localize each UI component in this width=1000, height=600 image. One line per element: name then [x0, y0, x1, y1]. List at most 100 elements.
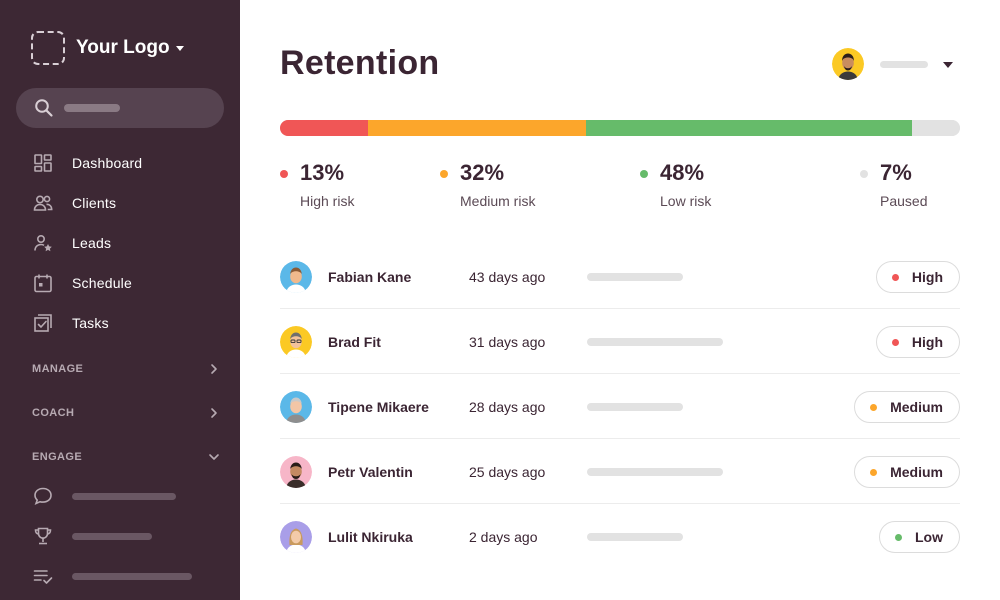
sidebar-item-label: Schedule	[72, 275, 132, 291]
tasks-icon	[34, 314, 52, 332]
person-avatar-icon	[280, 326, 312, 358]
status-dot	[895, 533, 902, 541]
avatar	[280, 456, 312, 488]
person-avatar-icon	[280, 456, 312, 488]
stat-label: Medium risk	[460, 193, 536, 209]
table-row[interactable]: Petr Valentin 25 days ago Medium	[280, 439, 960, 504]
table-row[interactable]: Tipene Mikaere 28 days ago Medium	[280, 374, 960, 439]
stat-label: Paused	[880, 193, 928, 209]
progress-segment	[585, 120, 913, 136]
risk-badge[interactable]: Medium	[854, 391, 960, 423]
dashboard-icon	[34, 154, 52, 172]
risk-label: High	[911, 269, 943, 285]
client-name[interactable]: Brad Fit	[328, 334, 381, 350]
progress-segment	[368, 120, 586, 136]
avatar	[280, 261, 312, 293]
avatar	[832, 48, 864, 80]
risk-label: Medium	[890, 464, 943, 480]
avatar	[280, 521, 312, 553]
chevron-down-icon	[209, 454, 219, 460]
risk-badge[interactable]: Medium	[854, 456, 960, 488]
status-dot	[440, 170, 448, 178]
table-row[interactable]: Brad Fit 31 days ago High	[280, 309, 960, 374]
checklist-icon	[33, 570, 53, 584]
stat-label: Low risk	[660, 193, 712, 209]
sidebar-item-tasks[interactable]: Tasks	[32, 311, 222, 335]
sidebar-item-messages[interactable]	[32, 484, 222, 508]
search-placeholder-bar	[64, 104, 120, 112]
sidebar-item-label: Leads	[72, 235, 112, 251]
status-dot	[870, 468, 878, 476]
placeholder-bar	[587, 533, 683, 541]
client-name[interactable]: Tipene Mikaere	[328, 399, 429, 415]
risk-label: Low	[915, 529, 943, 545]
risk-badge[interactable]: High	[875, 326, 960, 358]
person-avatar-icon	[280, 521, 312, 553]
logo-text: Your Logo	[76, 37, 170, 58]
placeholder-bar	[587, 273, 683, 281]
section-label: COACH	[32, 407, 75, 419]
progress-segment	[912, 120, 960, 136]
sidebar-item-label: Tasks	[72, 315, 109, 331]
section-manage[interactable]: MANAGE	[32, 359, 220, 379]
risk-label: Medium	[890, 399, 943, 415]
trophy-icon	[34, 527, 52, 545]
logo-mark	[31, 31, 65, 65]
sidebar-item-schedule[interactable]: Schedule	[32, 271, 222, 295]
leads-icon	[34, 234, 52, 252]
placeholder-bar	[587, 403, 683, 411]
chevron-right-icon	[211, 408, 217, 418]
placeholder-bar	[72, 532, 152, 540]
logo-menu[interactable]: Your Logo	[31, 31, 184, 65]
sidebar: Your Logo Dashboard Clients Leads	[0, 0, 240, 600]
stat-value: 7%	[880, 160, 912, 185]
sidebar-item-leads[interactable]: Leads	[32, 231, 222, 255]
risk-badge[interactable]: Low	[879, 521, 960, 553]
table-row[interactable]: Fabian Kane 43 days ago High	[280, 244, 960, 309]
section-engage[interactable]: ENGAGE	[32, 447, 220, 467]
chevron-right-icon	[211, 364, 217, 374]
status-dot	[640, 170, 648, 178]
placeholder-bar	[72, 492, 176, 500]
section-coach[interactable]: COACH	[32, 403, 220, 423]
sidebar-item-challenges[interactable]	[32, 524, 222, 548]
placeholder-bar	[587, 468, 723, 476]
placeholder-bar	[587, 338, 723, 346]
user-name-placeholder	[880, 61, 928, 68]
progress-segment	[280, 120, 369, 136]
sidebar-item-clients[interactable]: Clients	[32, 191, 222, 215]
risk-badge[interactable]: High	[875, 261, 960, 293]
status-dot	[891, 338, 899, 346]
retention-progress-bar	[280, 120, 960, 136]
client-name[interactable]: Fabian Kane	[328, 269, 412, 285]
search-input[interactable]	[16, 88, 224, 128]
person-avatar-icon	[280, 391, 312, 423]
client-name[interactable]: Lulit Nkiruka	[328, 529, 413, 545]
last-activity: 43 days ago	[469, 269, 546, 285]
person-avatar-icon	[280, 261, 312, 293]
chat-icon	[34, 487, 52, 505]
last-activity: 2 days ago	[469, 529, 538, 545]
last-activity: 28 days ago	[469, 399, 546, 415]
status-dot	[891, 273, 899, 281]
sidebar-item-label: Clients	[72, 195, 117, 211]
sidebar-item-dashboard[interactable]: Dashboard	[32, 151, 222, 175]
sidebar-item-checklists[interactable]	[32, 564, 222, 588]
placeholder-bar	[72, 572, 192, 580]
caret-down-icon	[175, 45, 184, 51]
avatar	[280, 391, 312, 423]
client-name[interactable]: Petr Valentin	[328, 464, 413, 480]
page-title: Retention	[280, 44, 440, 82]
clients-icon	[33, 195, 53, 211]
caret-down-icon	[943, 62, 953, 68]
table-row[interactable]: Lulit Nkiruka 2 days ago Low	[280, 504, 960, 569]
risk-label: High	[911, 334, 943, 350]
last-activity: 31 days ago	[469, 334, 546, 350]
status-dot	[860, 170, 868, 178]
sidebar-item-label: Dashboard	[72, 155, 143, 171]
calendar-icon	[34, 274, 52, 293]
section-label: MANAGE	[32, 363, 84, 375]
stat-value: 32%	[460, 160, 505, 185]
section-label: ENGAGE	[32, 451, 83, 463]
user-menu[interactable]	[832, 48, 960, 80]
